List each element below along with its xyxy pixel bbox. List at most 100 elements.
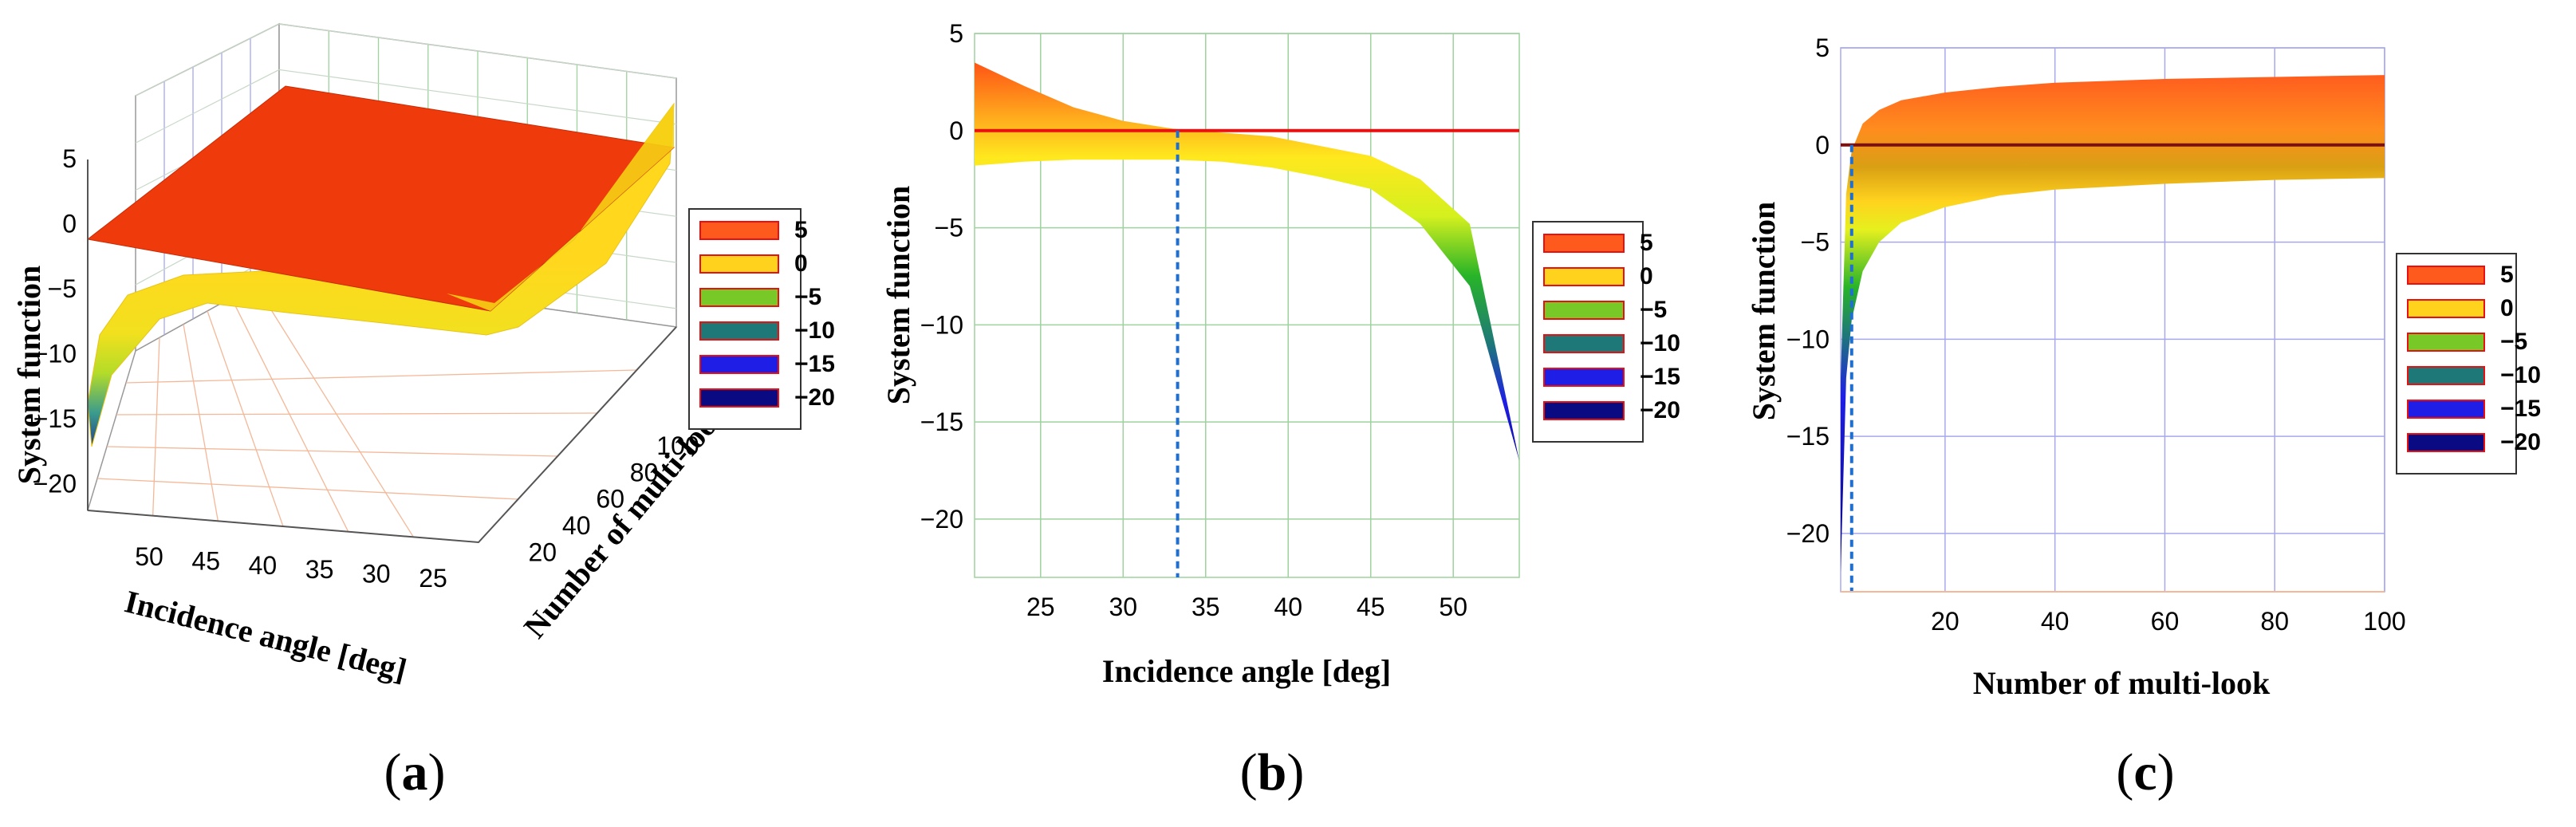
- panel-a-xlabel: Incidence angle [deg]: [121, 583, 410, 687]
- legend-swatch: [699, 288, 779, 307]
- legend-label: −10: [794, 317, 835, 344]
- z-tick-label: 0: [62, 209, 77, 238]
- x-tick-label: 100: [2363, 607, 2405, 636]
- legend-swatch: [1543, 234, 1625, 253]
- x-tick-label: 60: [2151, 607, 2180, 636]
- panel-a-legend: 5 0 −5 −10 −15 −20: [688, 208, 835, 430]
- legend-swatch: [699, 321, 779, 341]
- legend-swatch: [1543, 301, 1625, 320]
- legend-label: −5: [1640, 297, 1667, 323]
- x-tick-label: 45: [1357, 593, 1385, 621]
- x-tick-label: 35: [1191, 593, 1220, 621]
- legend-swatch: [2407, 299, 2485, 318]
- legend-swatch: [2407, 333, 2485, 352]
- floor-gridline: [254, 284, 414, 538]
- legend-swatch: [2407, 266, 2485, 285]
- panel-c-ylabel: System function: [1746, 202, 1782, 420]
- x-tick-label: 50: [135, 542, 163, 571]
- y-tick-label: −20: [920, 505, 963, 534]
- panel-b-xlabel: Incidence angle [deg]: [1102, 653, 1391, 689]
- y-tick-label: −5: [935, 214, 963, 242]
- legend-label: −5: [794, 284, 821, 310]
- x-tick-label: 25: [1026, 593, 1055, 621]
- legend-swatch: [1543, 401, 1625, 420]
- panel-b-caption: (b): [1240, 743, 1305, 801]
- floor-gridline: [152, 337, 160, 516]
- legend-swatch: [699, 388, 779, 408]
- legend-label: −15: [2500, 396, 2541, 422]
- legend-label: −20: [1640, 397, 1680, 423]
- legend-label: 5: [794, 217, 808, 243]
- x-tick-label: 45: [191, 547, 220, 576]
- legend-label: 0: [794, 250, 808, 277]
- y-tick-label: 100: [656, 431, 699, 460]
- floor-gridline: [97, 478, 518, 500]
- legend-label: −10: [2500, 362, 2541, 388]
- floor-gridline: [116, 412, 597, 415]
- y-tick-label: 20: [529, 538, 557, 566]
- legend-swatch: [699, 355, 779, 374]
- y-tick-label: 5: [1815, 33, 1830, 62]
- y-tick-label: −15: [920, 408, 963, 436]
- x-tick-label: 35: [305, 555, 334, 584]
- wall-z-gridline: [135, 23, 677, 96]
- x-tick-label: 20: [1931, 607, 1960, 636]
- legend-swatch: [2407, 366, 2485, 385]
- x-tick-label: 25: [419, 564, 447, 593]
- y-tick-label: 5: [949, 19, 963, 48]
- panel-c-tick-labels: 20 40 60 80 100 5 0 −5 −10 −15 −20: [1786, 33, 2406, 636]
- y-tick-label: −20: [1786, 519, 1830, 548]
- floor-gridline: [207, 310, 284, 527]
- legend-swatch: [1543, 267, 1625, 286]
- y-tick-label: −5: [1801, 228, 1830, 257]
- y-tick-label: −10: [920, 310, 963, 339]
- y-tick-label: 0: [1815, 131, 1830, 159]
- legend-swatch: [1543, 368, 1625, 387]
- panel-c-band: [1841, 75, 2385, 573]
- legend-label: 0: [2500, 295, 2514, 321]
- legend-label: −15: [1640, 364, 1680, 390]
- y-tick-label: 40: [562, 511, 591, 540]
- legend-swatch: [699, 221, 779, 240]
- y-tick-label: −10: [1786, 325, 1830, 353]
- panel-a-caption: (a): [384, 743, 446, 801]
- panel-c-xlabel: Number of multi-look: [1973, 665, 2271, 701]
- x-tick-label: 40: [1274, 593, 1302, 621]
- legend-swatch: [1543, 334, 1625, 353]
- legend-label: −20: [794, 384, 835, 411]
- y-tick-label: 0: [949, 116, 963, 145]
- x-tick-label: 40: [249, 551, 278, 580]
- legend-label: −20: [2500, 429, 2541, 455]
- legend-swatch: [2407, 433, 2485, 452]
- floor-gridline: [230, 297, 349, 532]
- panel-b-band: [975, 62, 1519, 461]
- legend-label: 5: [1640, 230, 1653, 256]
- panel-c-legend: 5 0 −5 −10 −15 −20: [2396, 253, 2541, 475]
- legend-label: 5: [2500, 262, 2514, 288]
- x-tick-label: 50: [1439, 593, 1467, 621]
- legend-label: −15: [794, 351, 835, 377]
- z-tick-label: −5: [48, 274, 77, 303]
- legend-swatch: [699, 254, 779, 274]
- floor-gridline: [125, 369, 637, 384]
- panel-b-ylabel: System function: [880, 186, 916, 404]
- box-front-edge: [87, 326, 677, 544]
- z-tick-label: −20: [33, 469, 77, 498]
- z-tick-label: 5: [62, 144, 77, 173]
- legend-label: −10: [1640, 330, 1680, 356]
- panel-c-caption: (c): [2116, 743, 2174, 801]
- wall-z-gridline: [135, 69, 677, 144]
- x-tick-label: 80: [2260, 607, 2289, 636]
- y-tick-label: −15: [1786, 422, 1830, 451]
- y-tick-label: 80: [630, 458, 659, 486]
- y-tick-label: 60: [596, 485, 624, 514]
- panel-c-chart: 20 40 60 80 100 5 0 −5 −10 −15 −20 Number of multi…: [1746, 33, 2541, 801]
- legend-swatch: [2407, 400, 2485, 419]
- x-tick-label: 30: [1109, 593, 1137, 621]
- x-tick-label: 40: [2041, 607, 2070, 636]
